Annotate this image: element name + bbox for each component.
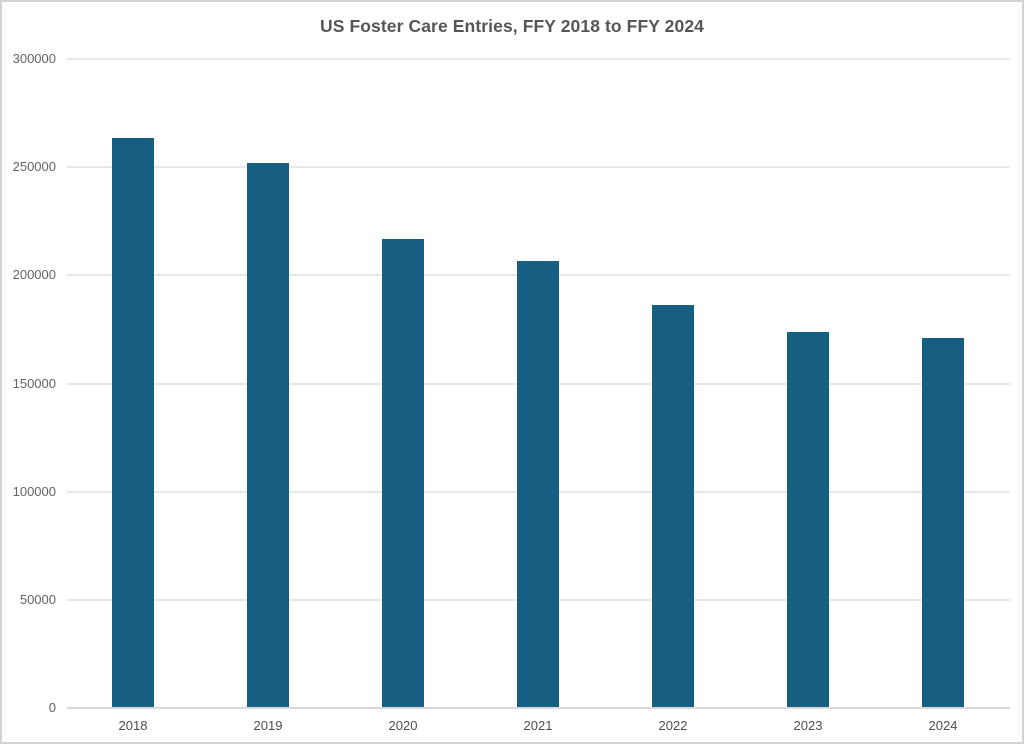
y-tick-label: 150000 <box>12 376 56 391</box>
bar-2024 <box>922 338 964 707</box>
bar-2023 <box>787 332 829 707</box>
y-tick-label: 250000 <box>12 159 56 174</box>
x-axis-baseline <box>67 707 1010 709</box>
x-tick-label: 2021 <box>523 718 553 733</box>
x-tick-label: 2023 <box>793 718 823 733</box>
bar-2019 <box>247 163 289 707</box>
gridline <box>67 166 1010 168</box>
x-tick-label: 2019 <box>253 718 283 733</box>
y-tick-label: 50000 <box>19 592 56 607</box>
y-tick-label: 300000 <box>12 51 56 66</box>
x-tick-label: 2022 <box>658 718 688 733</box>
y-tick-label: 100000 <box>12 484 56 499</box>
bar-2022 <box>652 305 694 707</box>
x-tick-label: 2018 <box>118 718 148 733</box>
x-tick-label: 2024 <box>928 718 958 733</box>
chart-title: US Foster Care Entries, FFY 2018 to FFY … <box>319 16 705 36</box>
bar-2018 <box>112 138 154 707</box>
y-tick-label: 200000 <box>12 267 56 282</box>
bar-2021 <box>517 261 559 707</box>
y-tick-label: 0 <box>48 700 56 715</box>
bar-2020 <box>382 239 424 707</box>
gridline <box>67 58 1010 60</box>
x-tick-label: 2020 <box>388 718 418 733</box>
